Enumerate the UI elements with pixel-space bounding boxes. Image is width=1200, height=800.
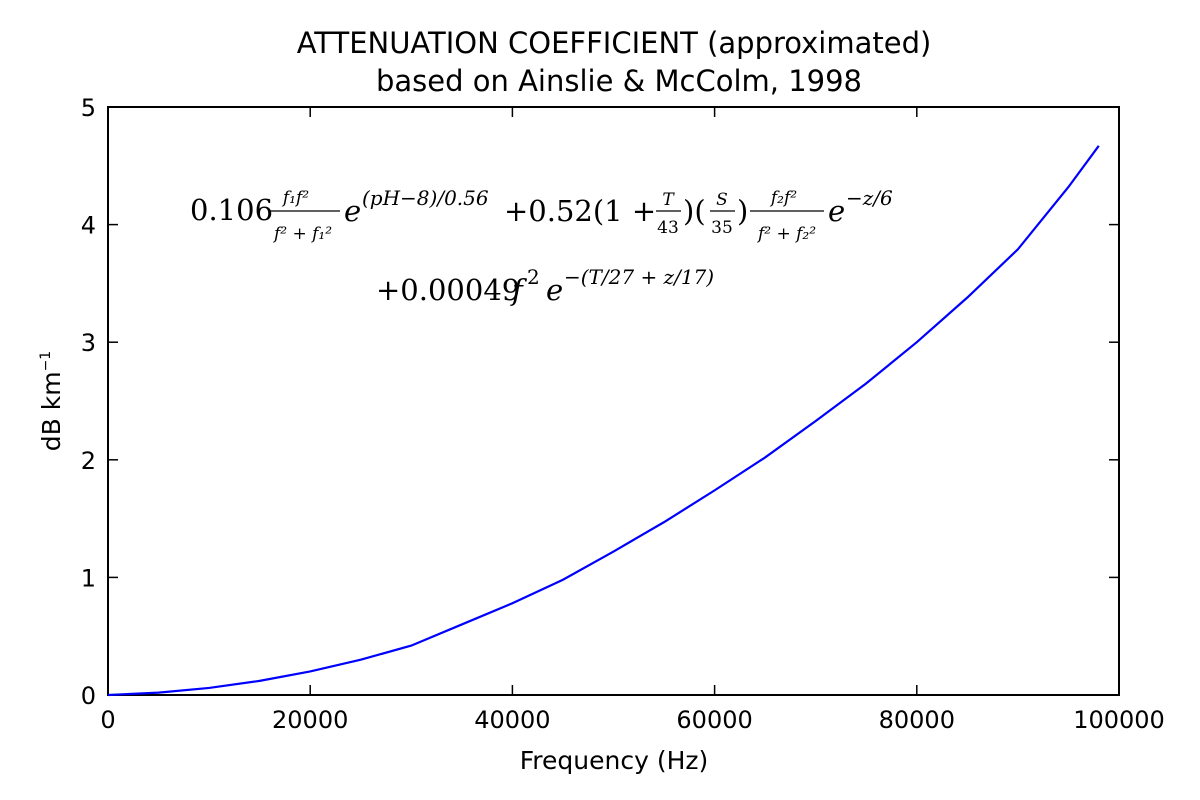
y-tick-label: 1 — [81, 564, 96, 592]
chart-title-line1: ATTENUATION COEFFICIENT (approximated) — [297, 26, 932, 60]
formula-exp2-base: e — [828, 194, 845, 228]
y-axis-label-base: dB km — [37, 371, 66, 451]
x-axis-ticks: 0 20000 40000 60000 80000 100000 — [100, 107, 1165, 734]
formula-annotation: 0.106 f₁f² f² + f₁² e (pH−8)/0.56 +0.52(… — [190, 186, 893, 307]
x-tick-label: 20000 — [272, 706, 348, 734]
formula-s-den: 35 — [711, 218, 733, 238]
x-tick-label: 60000 — [676, 706, 752, 734]
formula-frac1-den: f² + f₁² — [272, 224, 332, 244]
chart-title-line2: based on Ainslie & McColm, 1998 — [376, 64, 862, 98]
formula-frac2-num: f₂f² — [769, 188, 797, 208]
formula-frac1-num: f₁f² — [281, 188, 309, 208]
y-tick-label: 0 — [81, 682, 96, 710]
y-tick-label: 2 — [81, 447, 96, 475]
y-tick-label: 4 — [81, 212, 96, 240]
y-axis-ticks: 0 1 2 3 4 5 — [81, 94, 1119, 710]
formula-exp3-base: e — [546, 273, 563, 307]
series-line — [107, 145, 1100, 697]
y-tick-label: 3 — [81, 329, 96, 357]
formula-exp3-sup: −(T/27 + z/17) — [564, 265, 714, 289]
formula-exp1-base: e — [344, 194, 361, 228]
plot-area — [107, 106, 1120, 696]
formula-paren-mid: )( — [683, 194, 706, 228]
formula-exp2-sup: −z/6 — [846, 186, 893, 210]
x-tick-label: 0 — [100, 706, 115, 734]
x-tick-label: 80000 — [879, 706, 955, 734]
formula-t-den: 43 — [657, 218, 679, 238]
y-tick-label: 5 — [81, 94, 96, 122]
formula-frac2-den: f² + f₂² — [756, 224, 816, 244]
formula-c3: +0.00049 — [376, 273, 520, 307]
formula-s-num: S — [716, 190, 728, 210]
formula-c1: 0.106 — [190, 193, 273, 227]
x-axis-label: Frequency (Hz) — [520, 746, 709, 775]
formula-f3-sup: 2 — [527, 265, 540, 289]
y-axis-label-sup: −1 — [38, 351, 54, 372]
x-tick-label: 40000 — [474, 706, 550, 734]
formula-exp1-sup: (pH−8)/0.56 — [362, 186, 489, 210]
formula-c2: +0.52(1 + — [504, 194, 656, 228]
y-axis-label: dB km−1 — [37, 351, 66, 451]
formula-paren-end: ) — [737, 194, 748, 228]
formula-t-num: T — [662, 190, 675, 210]
x-tick-label: 100000 — [1073, 706, 1165, 734]
